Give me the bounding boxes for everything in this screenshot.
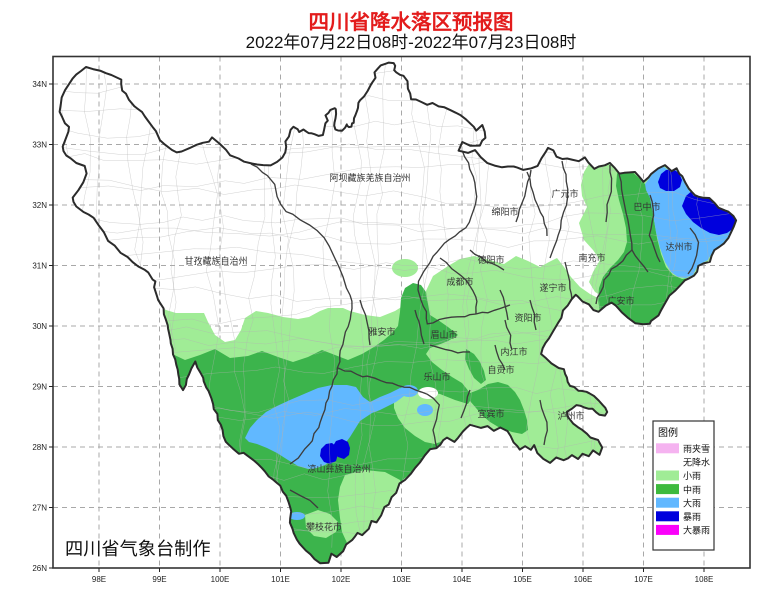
svg-text:30N: 30N xyxy=(32,322,47,331)
svg-text:图例: 图例 xyxy=(658,426,678,439)
svg-text:巴中市: 巴中市 xyxy=(633,201,660,212)
svg-text:攀枝花市: 攀枝花市 xyxy=(306,521,342,532)
svg-text:甘孜藏族自治州: 甘孜藏族自治州 xyxy=(184,255,247,266)
svg-text:内江市: 内江市 xyxy=(500,346,527,357)
svg-text:31N: 31N xyxy=(32,262,47,271)
svg-text:四川省气象台制作: 四川省气象台制作 xyxy=(65,539,211,559)
svg-text:33N: 33N xyxy=(32,141,47,150)
svg-text:资阳市: 资阳市 xyxy=(514,312,541,323)
svg-text:101E: 101E xyxy=(271,575,290,584)
svg-text:104E: 104E xyxy=(453,575,472,584)
svg-text:无降水: 无降水 xyxy=(683,457,710,468)
svg-text:遂宁市: 遂宁市 xyxy=(539,282,566,293)
svg-text:107E: 107E xyxy=(634,575,653,584)
svg-text:32N: 32N xyxy=(32,201,47,210)
svg-text:宜宾市: 宜宾市 xyxy=(477,408,504,419)
svg-text:106E: 106E xyxy=(574,575,593,584)
svg-text:大雨: 大雨 xyxy=(683,497,701,508)
svg-text:大暴雨: 大暴雨 xyxy=(683,525,710,536)
svg-text:雨夹雪: 雨夹雪 xyxy=(683,443,710,454)
svg-text:102E: 102E xyxy=(332,575,351,584)
svg-text:34N: 34N xyxy=(32,80,47,89)
svg-text:绵阳市: 绵阳市 xyxy=(491,206,518,217)
svg-text:广元市: 广元市 xyxy=(551,188,578,199)
svg-text:暴雨: 暴雨 xyxy=(683,512,701,522)
svg-text:泸州市: 泸州市 xyxy=(557,410,584,421)
svg-text:108E: 108E xyxy=(695,575,714,584)
svg-text:南充市: 南充市 xyxy=(578,252,605,263)
svg-text:28N: 28N xyxy=(32,443,47,452)
svg-text:达州市: 达州市 xyxy=(665,241,692,252)
svg-text:98E: 98E xyxy=(92,575,106,584)
svg-text:27N: 27N xyxy=(32,504,47,513)
svg-text:99E: 99E xyxy=(152,575,166,584)
svg-text:103E: 103E xyxy=(392,575,411,584)
svg-text:德阳市: 德阳市 xyxy=(477,254,504,265)
svg-text:小雨: 小雨 xyxy=(683,471,701,481)
svg-text:眉山市: 眉山市 xyxy=(430,329,457,340)
svg-text:29N: 29N xyxy=(32,383,47,392)
svg-text:雅安市: 雅安市 xyxy=(368,326,395,337)
svg-text:凉山彝族自治州: 凉山彝族自治州 xyxy=(307,463,370,474)
svg-text:广安市: 广安市 xyxy=(607,295,634,306)
svg-text:26N: 26N xyxy=(32,564,47,573)
svg-text:乐山市: 乐山市 xyxy=(423,371,450,382)
svg-text:105E: 105E xyxy=(513,575,532,584)
svg-text:自贡市: 自贡市 xyxy=(487,364,514,375)
svg-text:中雨: 中雨 xyxy=(683,484,701,495)
svg-text:阿坝藏族羌族自治州: 阿坝藏族羌族自治州 xyxy=(329,172,410,183)
svg-text:100E: 100E xyxy=(211,575,230,584)
svg-text:成都市: 成都市 xyxy=(446,276,473,287)
